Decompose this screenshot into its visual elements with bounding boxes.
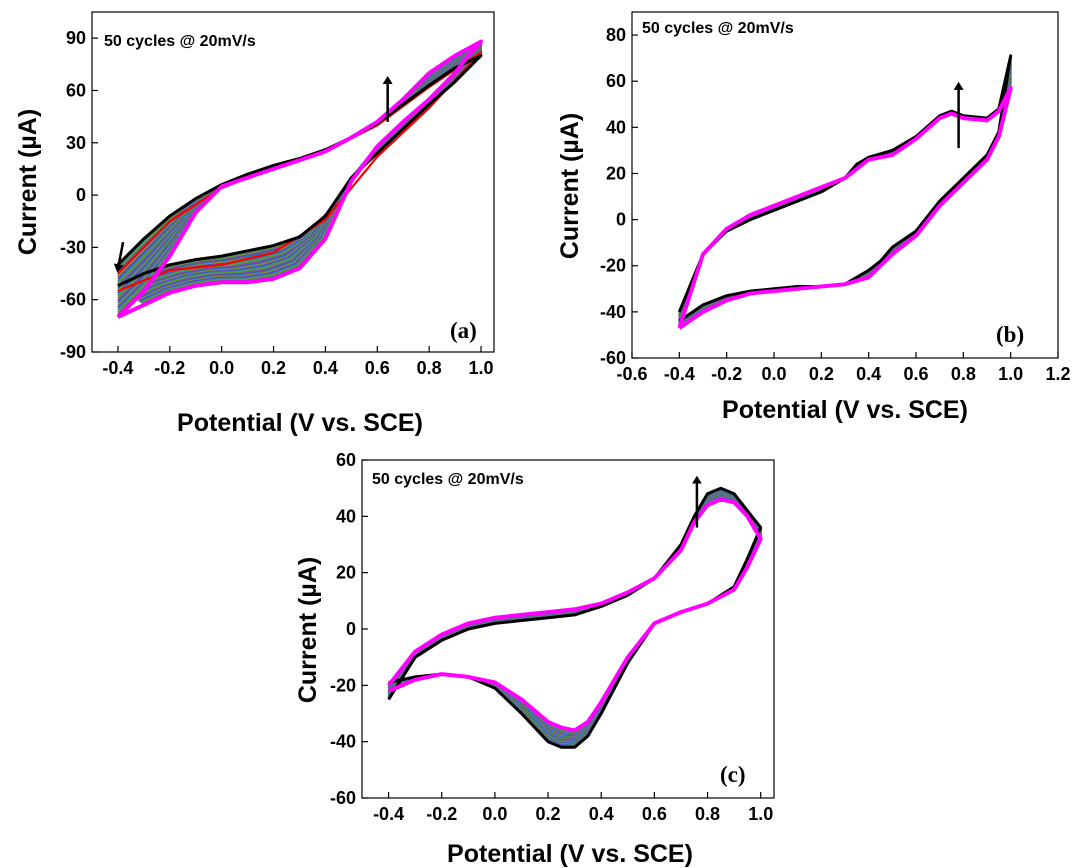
y-tick-label: 90 bbox=[66, 28, 86, 48]
intermediate-cycle-curve bbox=[387, 488, 762, 747]
intermediate-cycle-curve bbox=[678, 84, 1012, 329]
intermediate-cycle-curve bbox=[678, 56, 1012, 323]
y-tick-label: 80 bbox=[606, 25, 626, 45]
x-tick-label: -0.2 bbox=[154, 358, 185, 378]
x-tick-label: 0.0 bbox=[209, 358, 234, 378]
x-tick-label: 0.8 bbox=[695, 804, 720, 824]
y-tick-label: -20 bbox=[330, 675, 356, 695]
cycle-1-curve bbox=[677, 54, 1013, 323]
x-axis-label: Potential (V vs. SCE) bbox=[722, 396, 968, 424]
axis-ticks: -0.4 -0.2 0.0 0.2 0.4 0.6 0.8 1.0 -90 -60 -30 0 30 60… bbox=[60, 28, 494, 378]
cycle-50-curve bbox=[387, 497, 763, 733]
y-tick-label: 20 bbox=[336, 563, 356, 583]
intermediate-cycle-curve bbox=[387, 492, 762, 741]
x-tick-label: 0.4 bbox=[856, 364, 881, 384]
x-tick-label: 0.6 bbox=[903, 364, 928, 384]
x-tick-label: 0.2 bbox=[261, 358, 286, 378]
cycle-direction-arrows bbox=[113, 76, 393, 273]
x-tick-label: 0.8 bbox=[951, 364, 976, 384]
intermediate-cycle-curve bbox=[387, 490, 762, 744]
x-tick-label: 0.4 bbox=[313, 358, 338, 378]
y-tick-label: 60 bbox=[336, 450, 356, 470]
intermediate-cycle-curve bbox=[387, 490, 762, 744]
cycle-50-curve bbox=[677, 86, 1013, 330]
plot-frame bbox=[631, 11, 1059, 359]
x-tick-label: -0.2 bbox=[426, 804, 457, 824]
cycle-annotation: 50 cycles @ 20mV/s bbox=[372, 471, 524, 488]
y-tick-label: -60 bbox=[60, 290, 86, 310]
x-tick-label: -0.4 bbox=[373, 804, 404, 824]
y-tick-label: -30 bbox=[60, 237, 86, 257]
intermediate-cycle-curve bbox=[678, 82, 1012, 329]
cycle-annotation: 50 cycles @ 20mV/s bbox=[104, 33, 256, 50]
x-tick-label: 0.2 bbox=[536, 804, 561, 824]
y-tick-label: -40 bbox=[600, 302, 626, 322]
plot-frame bbox=[91, 11, 495, 353]
y-tick-label: -40 bbox=[330, 732, 356, 752]
direction-arrow bbox=[113, 241, 125, 273]
y-tick-label: -60 bbox=[600, 348, 626, 368]
y-tick-label: 40 bbox=[336, 506, 356, 526]
intermediate-cycle-curve bbox=[387, 489, 762, 745]
panel-label: (c) bbox=[720, 762, 746, 787]
intermediate-cycle-curve bbox=[387, 491, 762, 743]
y-tick-label: 0 bbox=[346, 619, 356, 639]
panel-c-chart: -0.4 -0.2 0.0 0.2 0.4 0.6 0.8 1.0 -60 -40 -20 0 20 40… bbox=[294, 450, 775, 868]
x-tick-label: 0.0 bbox=[761, 364, 786, 384]
y-tick-label: 40 bbox=[606, 117, 626, 137]
panel-a-chart: -0.4 -0.2 0.0 0.2 0.4 0.6 0.8 1.0 -90 -60 -30 0 30 60… bbox=[14, 11, 495, 437]
y-tick-label: 0 bbox=[616, 210, 626, 230]
x-tick-label: 0.8 bbox=[417, 358, 442, 378]
intermediate-cycle-curve bbox=[678, 70, 1012, 326]
x-tick-label: -0.4 bbox=[102, 358, 133, 378]
cv-curves bbox=[677, 54, 1013, 330]
intermediate-cycle-curve bbox=[387, 491, 762, 742]
cycle-1-curve bbox=[116, 54, 483, 288]
axis-ticks: -0.6 -0.4 -0.2 0.0 0.2 0.4 0.6 0.8 1.0 1.2 -60 -40 -… bbox=[600, 25, 1071, 384]
cv-curves bbox=[116, 39, 483, 319]
intermediate-cycle-curve bbox=[387, 488, 762, 747]
x-tick-label: 1.0 bbox=[469, 358, 494, 378]
x-axis-label: Potential (V vs. SCE) bbox=[447, 840, 693, 868]
panel-b-chart: -0.6 -0.4 -0.2 0.0 0.2 0.4 0.6 0.8 1.0 1.2 -60 -40 -… bbox=[556, 11, 1071, 424]
intermediate-cycle-curve bbox=[387, 489, 762, 746]
panel-label: (b) bbox=[996, 322, 1024, 347]
x-tick-label: 0.4 bbox=[589, 804, 614, 824]
intermediate-cycle-curve bbox=[678, 72, 1012, 326]
y-axis-label: Current (µA) bbox=[294, 557, 322, 703]
x-tick-label: 0.6 bbox=[642, 804, 667, 824]
y-tick-label: 0 bbox=[76, 185, 86, 205]
x-tick-label: 1.2 bbox=[1045, 364, 1070, 384]
y-tick-label: -60 bbox=[330, 788, 356, 808]
cv-curves bbox=[387, 486, 763, 749]
x-axis-label: Potential (V vs. SCE) bbox=[177, 409, 423, 437]
x-tick-label: 0.2 bbox=[809, 364, 834, 384]
y-tick-label: 20 bbox=[606, 163, 626, 183]
x-tick-label: 0.6 bbox=[365, 358, 390, 378]
intermediate-cycle-curve bbox=[678, 73, 1012, 327]
y-tick-label: 60 bbox=[66, 80, 86, 100]
panel-label: (a) bbox=[450, 318, 477, 343]
y-tick-label: -20 bbox=[600, 256, 626, 276]
cycle-50-curve bbox=[116, 39, 483, 319]
y-axis-label: Current (µA) bbox=[14, 109, 42, 255]
x-tick-label: -0.4 bbox=[664, 364, 695, 384]
y-tick-label: 30 bbox=[66, 133, 86, 153]
x-tick-label: 1.0 bbox=[748, 804, 773, 824]
intermediate-cycle-curve bbox=[678, 85, 1012, 329]
y-tick-label: 60 bbox=[606, 71, 626, 91]
x-tick-label: -0.6 bbox=[616, 364, 647, 384]
x-tick-label: -0.2 bbox=[711, 364, 742, 384]
y-axis-label: Current (µA) bbox=[556, 113, 584, 259]
y-tick-label: -90 bbox=[60, 342, 86, 362]
x-tick-label: 1.0 bbox=[998, 364, 1023, 384]
x-tick-label: 0.0 bbox=[482, 804, 507, 824]
intermediate-cycle-curve bbox=[387, 487, 762, 748]
cycle-annotation: 50 cycles @ 20mV/s bbox=[642, 20, 794, 37]
axis-ticks: -0.4 -0.2 0.0 0.2 0.4 0.6 0.8 1.0 -60 -40 -20 0 20 40… bbox=[330, 450, 773, 824]
cycle-1-curve bbox=[387, 486, 763, 749]
